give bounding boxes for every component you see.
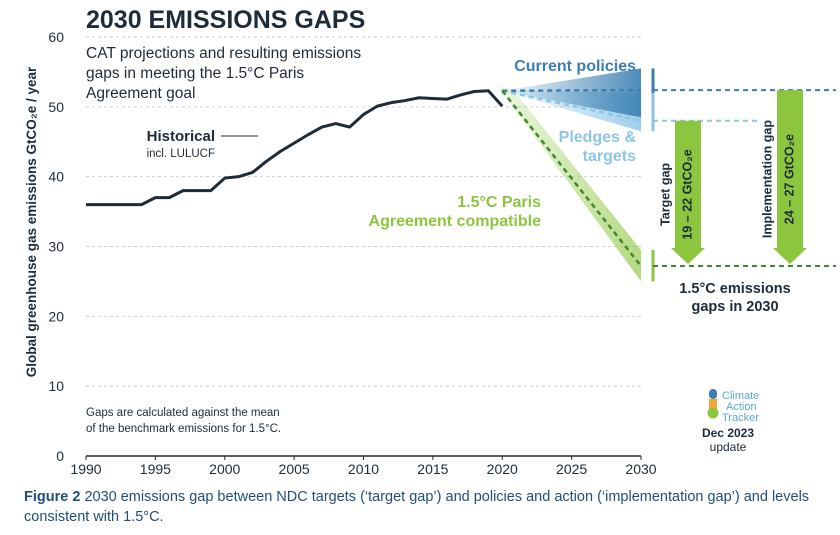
current-policies-label: Current policies bbox=[514, 58, 636, 75]
chart-title: 2030 EMISSIONS GAPS bbox=[86, 6, 365, 34]
x-tick-label-2015: 2015 bbox=[417, 461, 448, 477]
x-tick-label-1995: 1995 bbox=[140, 461, 171, 477]
historical-label: Historical bbox=[147, 128, 215, 145]
pledges-label-line-2: targets bbox=[583, 148, 636, 165]
logo-text-line-1: Climate bbox=[722, 390, 759, 402]
y-tick-label-0: 0 bbox=[56, 448, 64, 464]
chart-subtitle-line-3: Agreement goal bbox=[86, 85, 195, 102]
logo-thermometer-bulb bbox=[707, 407, 719, 419]
gap-name-1: Implementation gap bbox=[760, 120, 774, 238]
figure-caption: Figure 2 2030 emissions gap between NDC … bbox=[24, 487, 824, 527]
gap-arrow-0 bbox=[671, 120, 705, 265]
gap-value-0: 19 – 22 GtCO₂e bbox=[680, 149, 694, 239]
logo-update: update bbox=[710, 440, 747, 454]
gap-summary-line-2: gaps in 2030 bbox=[691, 299, 778, 315]
chart-subtitle-line-2: gaps in meeting the 1.5°C Paris bbox=[86, 65, 304, 82]
y-tick-label-30: 30 bbox=[48, 239, 64, 255]
x-tick-label-1990: 1990 bbox=[70, 461, 101, 477]
grid-lines bbox=[86, 36, 641, 387]
logo-thermometer-top bbox=[709, 389, 717, 399]
logo-thermometer-mid bbox=[709, 399, 717, 409]
logo-date: Dec 2023 bbox=[702, 426, 754, 440]
gap-summary-line-1: 1.5°C emissions bbox=[679, 281, 790, 297]
pledges-label-line-1: Pledges & bbox=[559, 129, 637, 146]
figure-caption-text: 2030 emissions gap between NDC targets (… bbox=[24, 489, 810, 525]
y-tick-label-20: 20 bbox=[48, 308, 64, 324]
series-lines bbox=[86, 88, 836, 268]
y-tick-label-60: 60 bbox=[48, 29, 64, 45]
chart-subtitle-line-1: CAT projections and resulting emissions bbox=[86, 45, 361, 62]
emissions-gap-chart: 19 – 22 GtCO₂e Target gap 24 – 27 GtCO₂e Im… bbox=[24, 6, 836, 477]
y-tick-label-40: 40 bbox=[48, 169, 64, 185]
x-tick-label-2000: 2000 bbox=[209, 461, 240, 477]
historical-sublabel: incl. LULUCF bbox=[147, 148, 215, 160]
figure-number: Figure 2 bbox=[24, 489, 81, 505]
y-tick-label-50: 50 bbox=[48, 99, 64, 115]
paris-label-line-2: Agreement compatible bbox=[369, 213, 542, 230]
y-tick-label-10: 10 bbox=[48, 378, 64, 394]
paris-mean-line bbox=[501, 89, 642, 267]
climate-action-tracker-logo: Climate Action Tracker bbox=[707, 389, 759, 424]
note-line-2: of the benchmark emissions for 1.5°C. bbox=[86, 423, 281, 435]
gap-arrows: 19 – 22 GtCO₂e Target gap 24 – 27 GtCO₂e Im… bbox=[658, 90, 807, 265]
gap-arrow-1 bbox=[773, 90, 807, 265]
logo-text-line-2: Action bbox=[726, 401, 757, 413]
x-tick-label-2005: 2005 bbox=[279, 461, 310, 477]
paris-label-line-1: 1.5°C Paris bbox=[457, 194, 541, 211]
historical-line bbox=[86, 89, 504, 207]
gap-value-1: 24 – 27 GtCO₂e bbox=[782, 134, 796, 224]
x-tick-label-2020: 2020 bbox=[487, 461, 518, 477]
x-tick-label-2010: 2010 bbox=[348, 461, 379, 477]
current-policies-band bbox=[502, 68, 641, 118]
logo-text-line-3: Tracker bbox=[722, 412, 759, 424]
x-tick-label-2030: 2030 bbox=[625, 461, 656, 477]
note-line-1: Gaps are calculated against the mean bbox=[86, 407, 280, 419]
y-axis-label: Global greenhouse gas emissions GtCO₂e /… bbox=[24, 66, 39, 377]
projection-bands bbox=[498, 68, 655, 282]
pledges-mean-line bbox=[501, 89, 642, 123]
x-tick-label-2025: 2025 bbox=[556, 461, 587, 477]
paris-band bbox=[498, 86, 641, 282]
gap-name-0: Target gap bbox=[658, 163, 672, 226]
